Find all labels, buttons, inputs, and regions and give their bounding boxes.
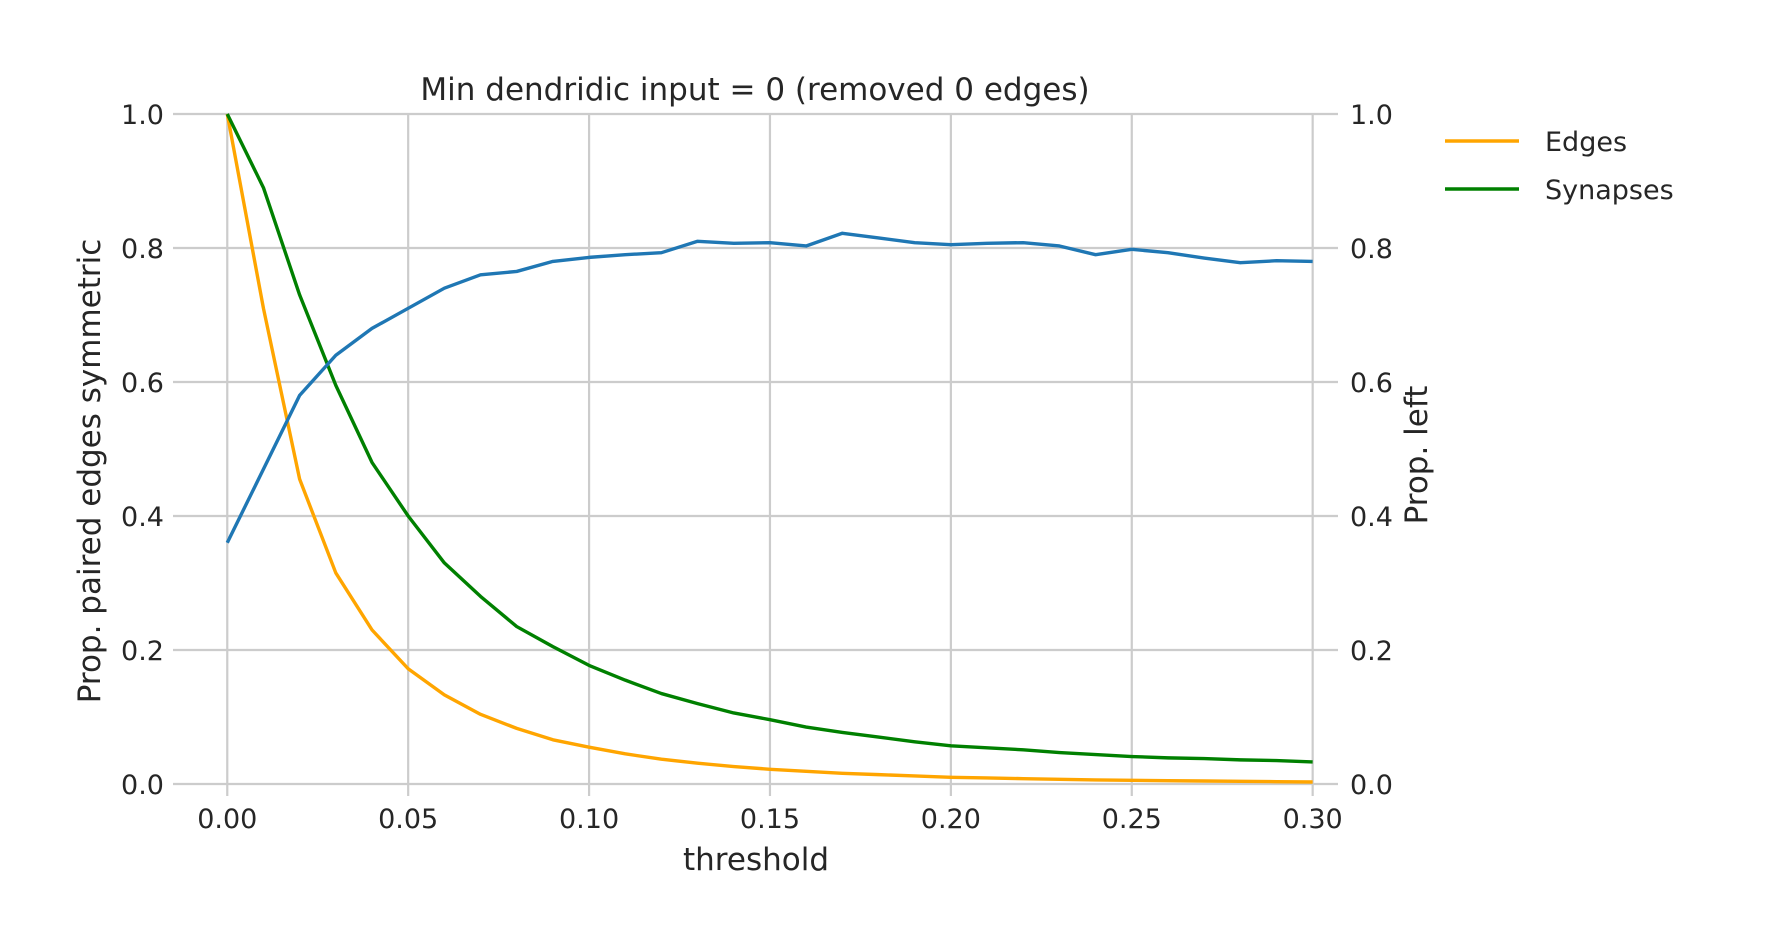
y-tick-label-right: 0.2 <box>1350 636 1393 667</box>
legend: Edges Synapses <box>1445 127 1674 206</box>
series-line-synapses <box>225 113 1313 764</box>
y-tick-label-left: 1.0 <box>121 100 164 131</box>
y-tick-label-left: 0.6 <box>121 368 164 399</box>
x-tick-label: 0.20 <box>921 804 981 835</box>
legend-label-edges: Edges <box>1545 127 1627 158</box>
y-tick-label-right: 0.0 <box>1350 770 1393 801</box>
y-tick-label-left: 0.4 <box>121 502 164 533</box>
x-tick-label: 0.15 <box>740 804 800 835</box>
tick-labels: 0.00 0.05 0.10 0.15 0.20 0.25 0.300.0 0.00.2 0.2… <box>121 100 1393 835</box>
y-axis-label-left: Prop. paired edges symmetric <box>72 239 108 704</box>
y-axis-label-right: Prop. left <box>1399 386 1435 525</box>
y-tick-label-right: 1.0 <box>1350 100 1393 131</box>
grid <box>173 112 1338 796</box>
chart-title: Min dendridic input = 0 (removed 0 edges… <box>420 72 1089 108</box>
x-tick-label: 0.05 <box>378 804 438 835</box>
series-lines <box>225 113 1313 784</box>
series-line-edges <box>225 113 1313 784</box>
legend-label-synapses: Synapses <box>1545 175 1674 206</box>
y-tick-label-left: 0.2 <box>121 636 164 667</box>
y-tick-label-left: 0.0 <box>121 770 164 801</box>
x-tick-label: 0.30 <box>1283 804 1343 835</box>
series-line-symmetric <box>225 231 1313 544</box>
y-tick-label-left: 0.8 <box>121 234 164 265</box>
x-tick-label: 0.25 <box>1102 804 1162 835</box>
y-tick-label-right: 0.6 <box>1350 368 1393 399</box>
x-tick-label: 0.10 <box>559 804 619 835</box>
y-tick-label-right: 0.8 <box>1350 234 1393 265</box>
y-tick-label-right: 0.4 <box>1350 502 1393 533</box>
x-tick-label: 0.00 <box>197 804 257 835</box>
x-axis-label: threshold <box>683 842 829 878</box>
